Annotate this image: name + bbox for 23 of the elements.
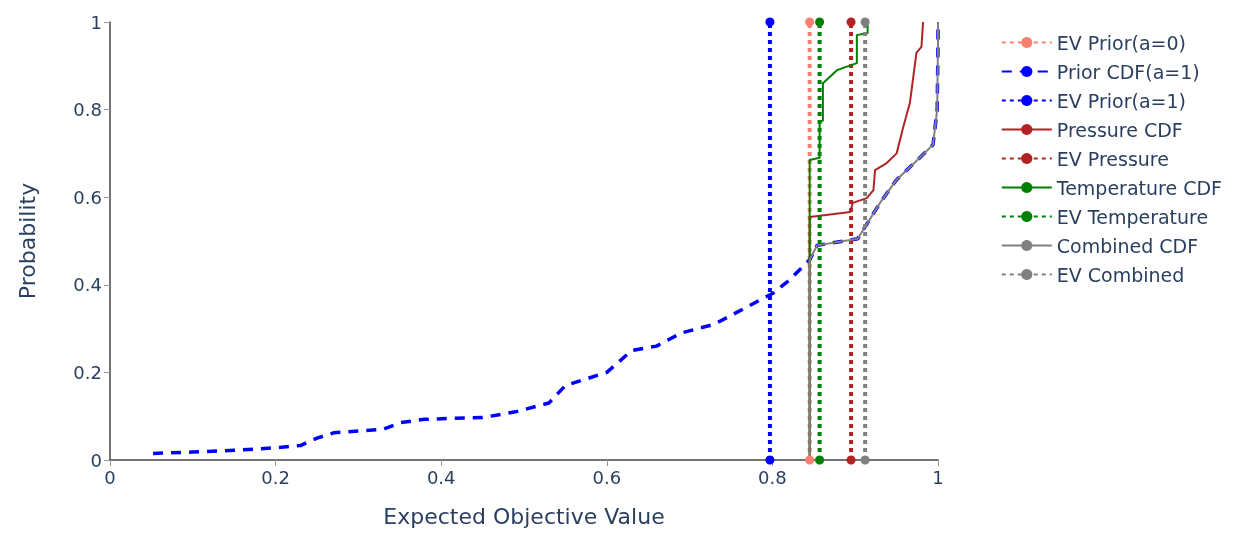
legend-label: EV Combined — [1056, 263, 1185, 286]
x-tick-label: 1 — [932, 466, 944, 488]
y-tick-label: 0.8 — [73, 99, 102, 121]
y-tick-label: 0.6 — [73, 186, 102, 208]
x-tick-label: 0 — [104, 466, 116, 488]
y-tick-label: 0 — [90, 449, 102, 471]
y-tick-label: 0.4 — [73, 274, 102, 296]
legend-label: EV Temperature — [1056, 205, 1209, 228]
y-tick-label: 0.2 — [73, 361, 102, 383]
y-tick-label: 1 — [90, 11, 102, 33]
x-tick-label: 0.8 — [758, 466, 787, 488]
legend-label: Temperature CDF — [1055, 176, 1223, 199]
legend-label: EV Pressure — [1056, 147, 1169, 170]
x-tick-label: 0.4 — [426, 466, 456, 488]
legend-label: EV Prior(a=0) — [1056, 31, 1186, 54]
legend-label: Pressure CDF — [1056, 118, 1183, 141]
legend-label: Combined CDF — [1056, 234, 1199, 257]
legend-label: EV Prior(a=1) — [1056, 89, 1186, 112]
y-axis-title: Probability — [14, 182, 40, 300]
legend-label: Prior CDF(a=1) — [1056, 60, 1200, 83]
x-axis-title: Expected Objective Value — [383, 503, 665, 529]
x-tick-label: 0.2 — [261, 466, 290, 488]
x-tick-label: 0.6 — [592, 466, 622, 488]
